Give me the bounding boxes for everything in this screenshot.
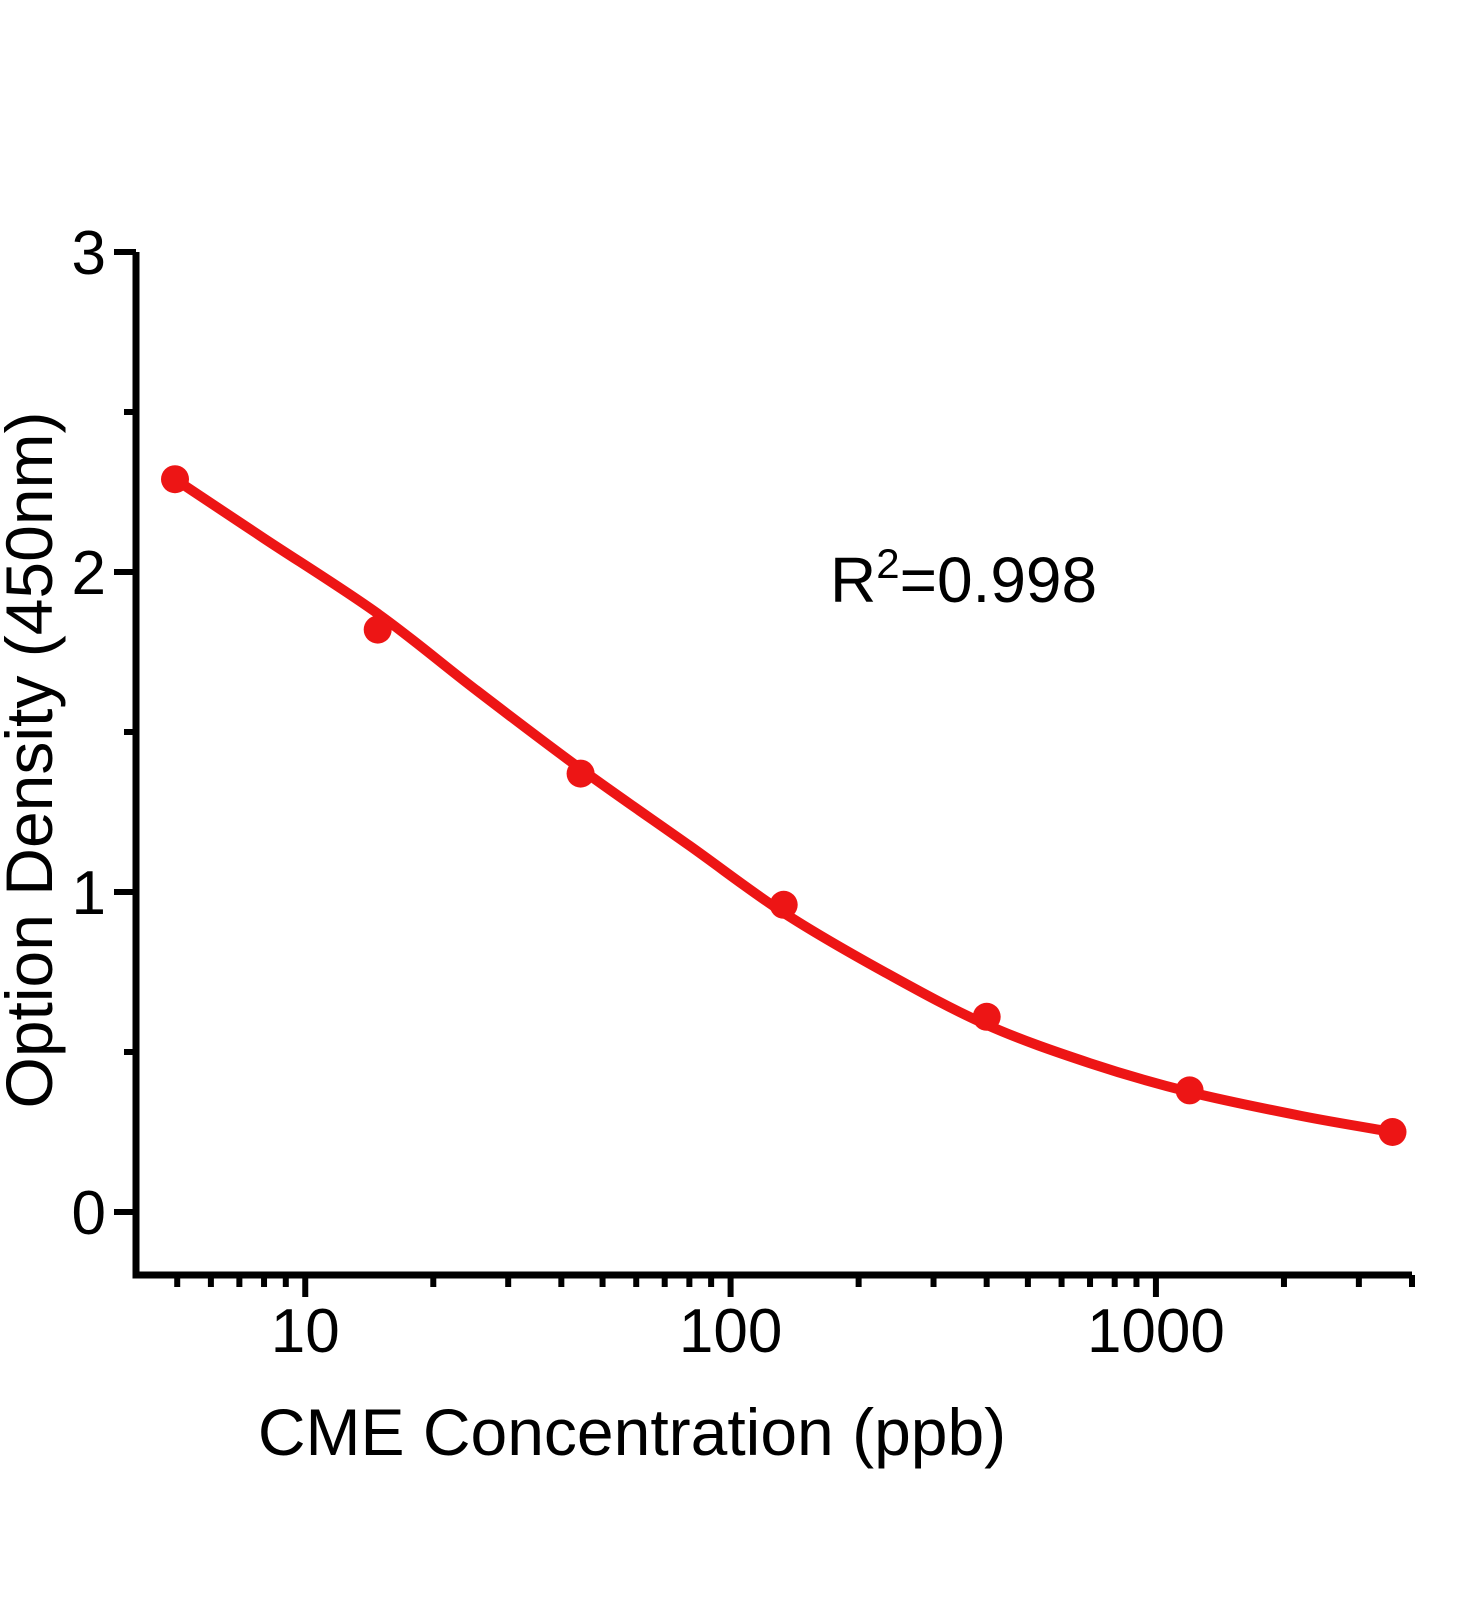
fit-curve xyxy=(169,474,1398,1137)
x-tick-label: 100 xyxy=(679,1297,782,1366)
y-axis-title: Option Density (450nm) xyxy=(0,412,66,1109)
y-tick-label: 3 xyxy=(72,219,106,288)
x-tick-label: 10 xyxy=(271,1297,340,1366)
ticks-layer: 10 100 1000 0 1 2 3 xyxy=(72,219,1415,1366)
y-tick-label: 0 xyxy=(72,1179,106,1248)
r-squared-base: R xyxy=(830,544,876,616)
r-squared-sup: 2 xyxy=(876,540,899,587)
x-axis-title: CME Concentration (ppb) xyxy=(258,1395,1006,1469)
data-point xyxy=(1378,1118,1407,1146)
data-point xyxy=(769,890,798,919)
y-tick-label: 2 xyxy=(72,539,106,608)
data-point xyxy=(972,1002,1001,1031)
data-point xyxy=(566,759,595,788)
data-point xyxy=(363,615,392,644)
data-point xyxy=(1175,1076,1204,1105)
data-point xyxy=(161,465,189,494)
y-tick-label: 1 xyxy=(72,859,106,928)
r-squared-annotation: R2=0.998 xyxy=(830,540,1097,616)
data-layer xyxy=(161,465,1407,1146)
x-tick-label: 1000 xyxy=(1087,1297,1225,1366)
r-squared-rest: =0.998 xyxy=(900,544,1098,616)
